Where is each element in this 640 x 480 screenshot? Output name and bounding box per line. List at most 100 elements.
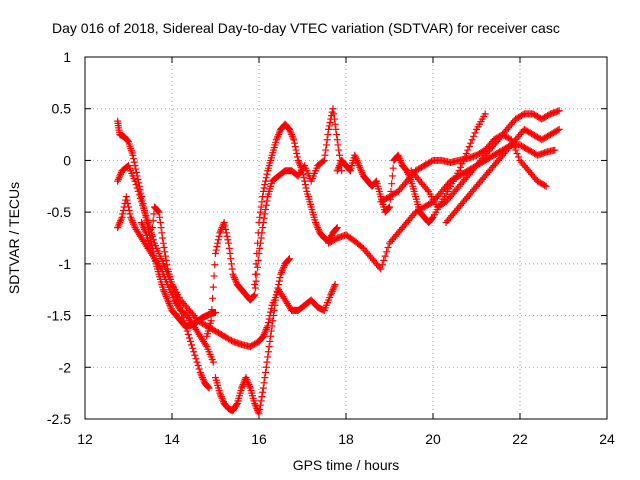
data-point xyxy=(294,156,302,164)
data-point xyxy=(335,151,343,159)
data-point xyxy=(115,220,123,228)
data-point xyxy=(261,181,269,189)
data-point xyxy=(260,331,268,339)
data-point xyxy=(331,281,339,289)
data-point xyxy=(325,125,333,133)
data-point xyxy=(212,246,220,254)
data-point xyxy=(354,158,362,166)
data-point xyxy=(335,163,343,171)
data-point xyxy=(273,134,281,142)
data-point xyxy=(140,224,148,232)
data-point xyxy=(322,141,330,149)
data-point xyxy=(205,384,213,392)
data-point xyxy=(252,277,260,285)
y-tick-label: 0.5 xyxy=(52,101,72,117)
data-point xyxy=(262,206,270,214)
data-point xyxy=(259,384,267,392)
data-point xyxy=(157,224,165,232)
y-tick-label: 0 xyxy=(63,152,71,168)
data-point xyxy=(141,208,149,216)
data-point xyxy=(116,172,124,180)
data-point xyxy=(230,274,238,282)
data-point xyxy=(292,146,300,154)
data-point xyxy=(325,122,333,130)
data-point xyxy=(164,296,172,304)
data-point xyxy=(254,263,262,271)
data-point xyxy=(352,155,360,163)
data-point xyxy=(258,393,266,401)
series-track-6 xyxy=(203,105,346,340)
data-point xyxy=(163,261,171,269)
data-point xyxy=(162,256,170,264)
data-point xyxy=(377,265,385,273)
data-point xyxy=(209,294,217,302)
data-point xyxy=(396,155,404,163)
data-point xyxy=(351,153,359,161)
data-point xyxy=(224,236,232,244)
data-point xyxy=(256,406,264,414)
data-point xyxy=(194,362,202,370)
data-point xyxy=(287,129,295,137)
data-point xyxy=(320,156,328,164)
data-point xyxy=(166,301,174,309)
data-point xyxy=(222,225,230,233)
data-point xyxy=(322,146,330,154)
data-point xyxy=(260,379,268,387)
data-point xyxy=(291,143,299,151)
data-point xyxy=(269,317,277,325)
data-point xyxy=(225,239,233,247)
data-point xyxy=(161,289,169,297)
data-point xyxy=(191,351,199,359)
data-point xyxy=(132,181,140,189)
data-point xyxy=(255,218,263,226)
data-point xyxy=(146,244,154,252)
data-point xyxy=(150,210,158,218)
data-point xyxy=(313,222,321,230)
x-tick-label: 20 xyxy=(425,431,441,447)
data-point xyxy=(285,125,293,133)
data-point xyxy=(386,203,393,211)
data-point xyxy=(372,178,380,186)
data-point xyxy=(279,265,287,273)
data-point xyxy=(220,218,228,226)
data-point xyxy=(127,213,135,221)
data-point xyxy=(334,141,342,149)
data-point xyxy=(142,212,150,220)
data-point xyxy=(358,168,366,176)
data-point xyxy=(222,229,230,237)
data-point xyxy=(351,151,359,159)
data-point xyxy=(197,370,205,378)
data-point xyxy=(231,275,239,283)
data-point xyxy=(259,187,267,195)
data-point xyxy=(300,174,308,182)
data-point xyxy=(277,270,285,278)
series-track-8 xyxy=(251,120,341,289)
data-point xyxy=(131,177,139,185)
data-point xyxy=(265,315,273,323)
data-point xyxy=(428,215,436,223)
data-point xyxy=(264,318,272,326)
data-point xyxy=(198,372,206,380)
data-point xyxy=(455,167,463,175)
data-point xyxy=(319,157,327,165)
data-point xyxy=(213,243,221,251)
data-point xyxy=(260,184,268,192)
data-point xyxy=(140,205,148,213)
data-point xyxy=(217,227,225,235)
data-point xyxy=(468,136,476,144)
data-point xyxy=(165,300,173,308)
data-point xyxy=(251,281,259,289)
data-point xyxy=(159,286,167,294)
data-point xyxy=(515,153,523,161)
data-point xyxy=(184,331,192,339)
data-point xyxy=(277,268,285,276)
data-point xyxy=(128,217,136,225)
data-point xyxy=(114,224,122,232)
data-point xyxy=(355,162,363,170)
data-point xyxy=(232,277,240,285)
data-points xyxy=(114,105,563,418)
x-tick-label: 16 xyxy=(251,431,267,447)
data-point xyxy=(114,222,122,230)
data-point xyxy=(278,267,286,275)
